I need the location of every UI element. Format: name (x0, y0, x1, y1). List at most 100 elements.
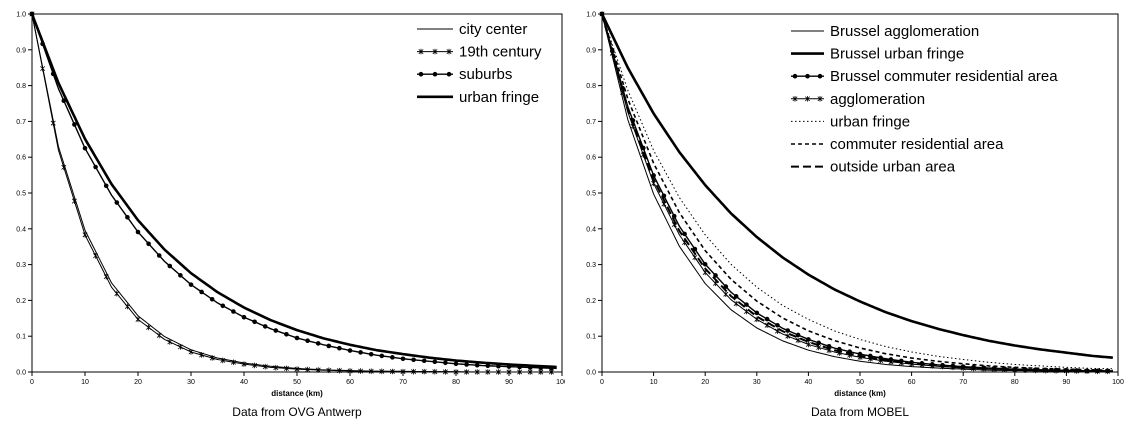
legend-marker (446, 71, 452, 77)
data-point (156, 253, 162, 258)
legend-label: city center (459, 21, 527, 38)
y-tick-label: 0.7 (586, 119, 596, 126)
x-tick-label: 60 (908, 379, 916, 386)
y-tick-label: 0.8 (586, 83, 596, 90)
legend-marker (418, 71, 424, 77)
legend-marker (805, 96, 810, 102)
x-tick-label: 80 (452, 379, 460, 386)
y-tick-label: 0.1 (586, 334, 596, 341)
data-point (167, 263, 173, 269)
y-tick-label: 0.5 (586, 191, 596, 198)
data-point (775, 322, 780, 328)
legend-item-urban-fringe: urban fringe (417, 89, 539, 106)
data-point (241, 361, 247, 367)
y-tick-label: 0.4 (16, 226, 26, 233)
data-point (93, 164, 98, 170)
legend-item-outside-urban-area: outside urban area (791, 159, 956, 176)
legend-item-brussel-agglomeration: Brussel agglomeration (791, 23, 979, 40)
y-tick-label: 0.2 (586, 298, 596, 305)
data-point (178, 273, 183, 278)
data-point (156, 332, 162, 339)
data-point (744, 302, 749, 307)
data-point (389, 368, 395, 375)
data-point (146, 241, 151, 247)
x-tick-label: 10 (81, 379, 89, 386)
data-point (485, 363, 491, 369)
data-point (527, 369, 533, 375)
data-point (93, 252, 99, 259)
y-tick-label: 1.0 (16, 12, 26, 19)
legend: Brussel agglomeration Brussel urban fring… (791, 23, 1058, 176)
chart-caption: Data from OVG Antwerp (232, 405, 362, 419)
data-point (220, 357, 226, 364)
legend-item-city-center: city center (417, 21, 527, 38)
data-point (432, 359, 438, 365)
y-tick-label: 0.7 (16, 119, 26, 126)
legend-item-brussel-urban-fringe: Brussel urban fringe (791, 46, 964, 63)
x-tick-label: 70 (399, 379, 407, 386)
data-point (723, 284, 729, 289)
data-point (230, 359, 236, 366)
data-point (453, 369, 459, 375)
y-tick-label: 0.6 (16, 155, 26, 162)
x-tick-label: 100 (556, 379, 565, 386)
data-point (442, 369, 448, 375)
data-point (358, 368, 364, 374)
series-urban-fringe (601, 13, 1113, 370)
data-point (82, 232, 88, 238)
legend-marker (432, 48, 438, 55)
data-point (283, 365, 289, 372)
series-line (600, 13, 1113, 359)
x-tick-label: 40 (240, 379, 248, 386)
data-point (474, 362, 480, 368)
x-tick-label: 0 (30, 379, 34, 386)
legend-marker (792, 96, 798, 102)
legend-label: Brussel agglomeration (830, 23, 979, 40)
data-point (72, 122, 77, 127)
series-line (601, 13, 1113, 373)
data-point (262, 324, 268, 329)
x-tick-label: 60 (346, 379, 354, 386)
series-urban-fringe (30, 13, 557, 369)
data-point (411, 368, 417, 375)
x-tick-label: 50 (856, 379, 864, 386)
data-point (315, 341, 321, 346)
data-point (888, 359, 894, 365)
data-point (485, 369, 491, 375)
y-tick-label: 0.3 (586, 262, 596, 269)
data-point (326, 367, 332, 374)
data-point (167, 339, 173, 345)
data-point (805, 341, 811, 348)
data-point (713, 273, 718, 278)
series-line (601, 13, 1113, 372)
legend-label: outside urban area (830, 159, 956, 176)
x-tick-label: 10 (650, 379, 658, 386)
x-tick-label: 20 (701, 379, 709, 386)
data-point (785, 328, 791, 333)
data-point (682, 231, 687, 237)
data-point (432, 368, 438, 375)
legend-item-suburbs: suburbs (417, 66, 512, 83)
series-brussel-commuter-residential-area (599, 11, 1113, 374)
data-point (61, 164, 67, 171)
y-tick-label: 0.1 (16, 334, 26, 341)
chart-caption: Data from MOBEL (811, 405, 909, 419)
data-point (692, 254, 698, 261)
data-point (400, 356, 406, 362)
data-point (273, 328, 279, 333)
series-19th-century (29, 11, 557, 375)
data-point (400, 368, 406, 375)
data-point (252, 362, 258, 369)
legend-label: 19th century (459, 44, 542, 61)
legend-item-brussel-commuter-residential-area: Brussel commuter residential area (791, 68, 1058, 85)
data-point (702, 261, 708, 267)
chart-panel-right: 0.0 0.1 0.2 0.3 0.4 0.5 0.6 0.7 0.8 0.9 1.0 0 10 20 30… (565, 0, 1128, 439)
legend-label: Brussel commuter residential area (830, 68, 1058, 85)
series-line (601, 13, 1113, 370)
data-point (326, 343, 332, 349)
data-point (495, 369, 501, 375)
data-point (368, 351, 374, 357)
chart-right: 0.0 0.1 0.2 0.3 0.4 0.5 0.6 0.7 0.8 0.9 1.0 0 10 20 30… (586, 11, 1124, 419)
data-point (241, 314, 247, 320)
data-point (40, 65, 46, 72)
